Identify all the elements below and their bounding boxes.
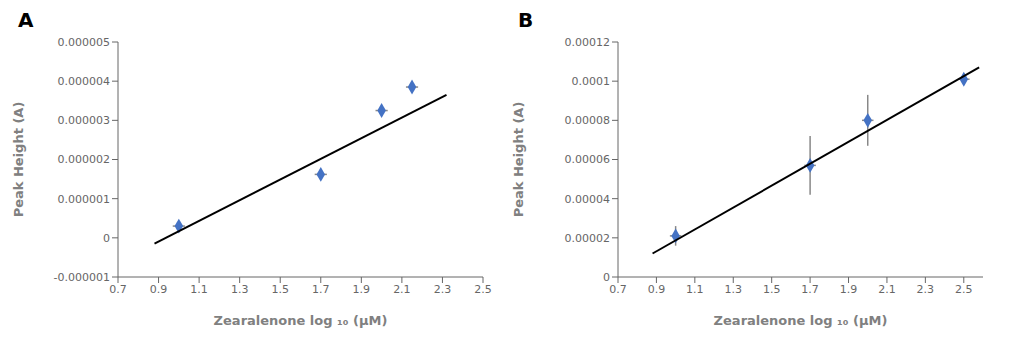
svg-text:0.9: 0.9 [648, 283, 666, 296]
svg-text:0.7: 0.7 [609, 283, 627, 296]
svg-text:0.00002: 0.00002 [565, 232, 611, 245]
svg-text:1.5: 1.5 [271, 283, 289, 296]
svg-text:2.3: 2.3 [917, 283, 935, 296]
svg-text:1.7: 1.7 [312, 283, 330, 296]
svg-text:Peak Height (A): Peak Height (A) [511, 102, 526, 218]
svg-text:1.7: 1.7 [801, 283, 819, 296]
svg-text:2.5: 2.5 [474, 283, 492, 296]
svg-text:0.9: 0.9 [150, 283, 168, 296]
svg-text:-0.000001: -0.000001 [54, 271, 110, 284]
html-text:A: A [18, 8, 34, 32]
svg-text:1.1: 1.1 [686, 283, 704, 296]
svg-text:0.000004: 0.000004 [58, 75, 111, 88]
svg-text:1.3: 1.3 [231, 283, 249, 296]
svg-text:0: 0 [103, 232, 110, 245]
svg-text:0.000005: 0.000005 [58, 36, 111, 49]
html-text:B: B [518, 8, 534, 32]
svg-text:Zearalenone log ₁₀ (μM): Zearalenone log ₁₀ (μM) [214, 313, 388, 328]
svg-text:1.9: 1.9 [353, 283, 371, 296]
svg-text:2.3: 2.3 [434, 283, 452, 296]
svg-text:0.7: 0.7 [109, 283, 127, 296]
svg-text:1.1: 1.1 [190, 283, 208, 296]
svg-text:2.1: 2.1 [878, 283, 896, 296]
svg-text:0.00012: 0.00012 [565, 36, 611, 49]
svg-text:Zearalenone log ₁₀ (μM): Zearalenone log ₁₀ (μM) [714, 313, 888, 328]
svg-text:0.000001: 0.000001 [58, 193, 111, 206]
svg-text:0.000002: 0.000002 [58, 153, 111, 166]
svg-text:2.1: 2.1 [393, 283, 411, 296]
svg-text:0.000003: 0.000003 [58, 114, 111, 127]
svg-text:2.5: 2.5 [955, 283, 973, 296]
svg-text:1.3: 1.3 [725, 283, 743, 296]
svg-text:0.00008: 0.00008 [565, 114, 611, 127]
svg-text:0: 0 [603, 271, 610, 284]
svg-text:Peak Height (A): Peak Height (A) [11, 102, 26, 218]
svg-text:0.00006: 0.00006 [565, 153, 611, 166]
svg-text:0.0001: 0.0001 [572, 75, 611, 88]
svg-text:0.00004: 0.00004 [565, 193, 611, 206]
svg-text:1.5: 1.5 [763, 283, 781, 296]
svg-text:1.9: 1.9 [840, 283, 858, 296]
